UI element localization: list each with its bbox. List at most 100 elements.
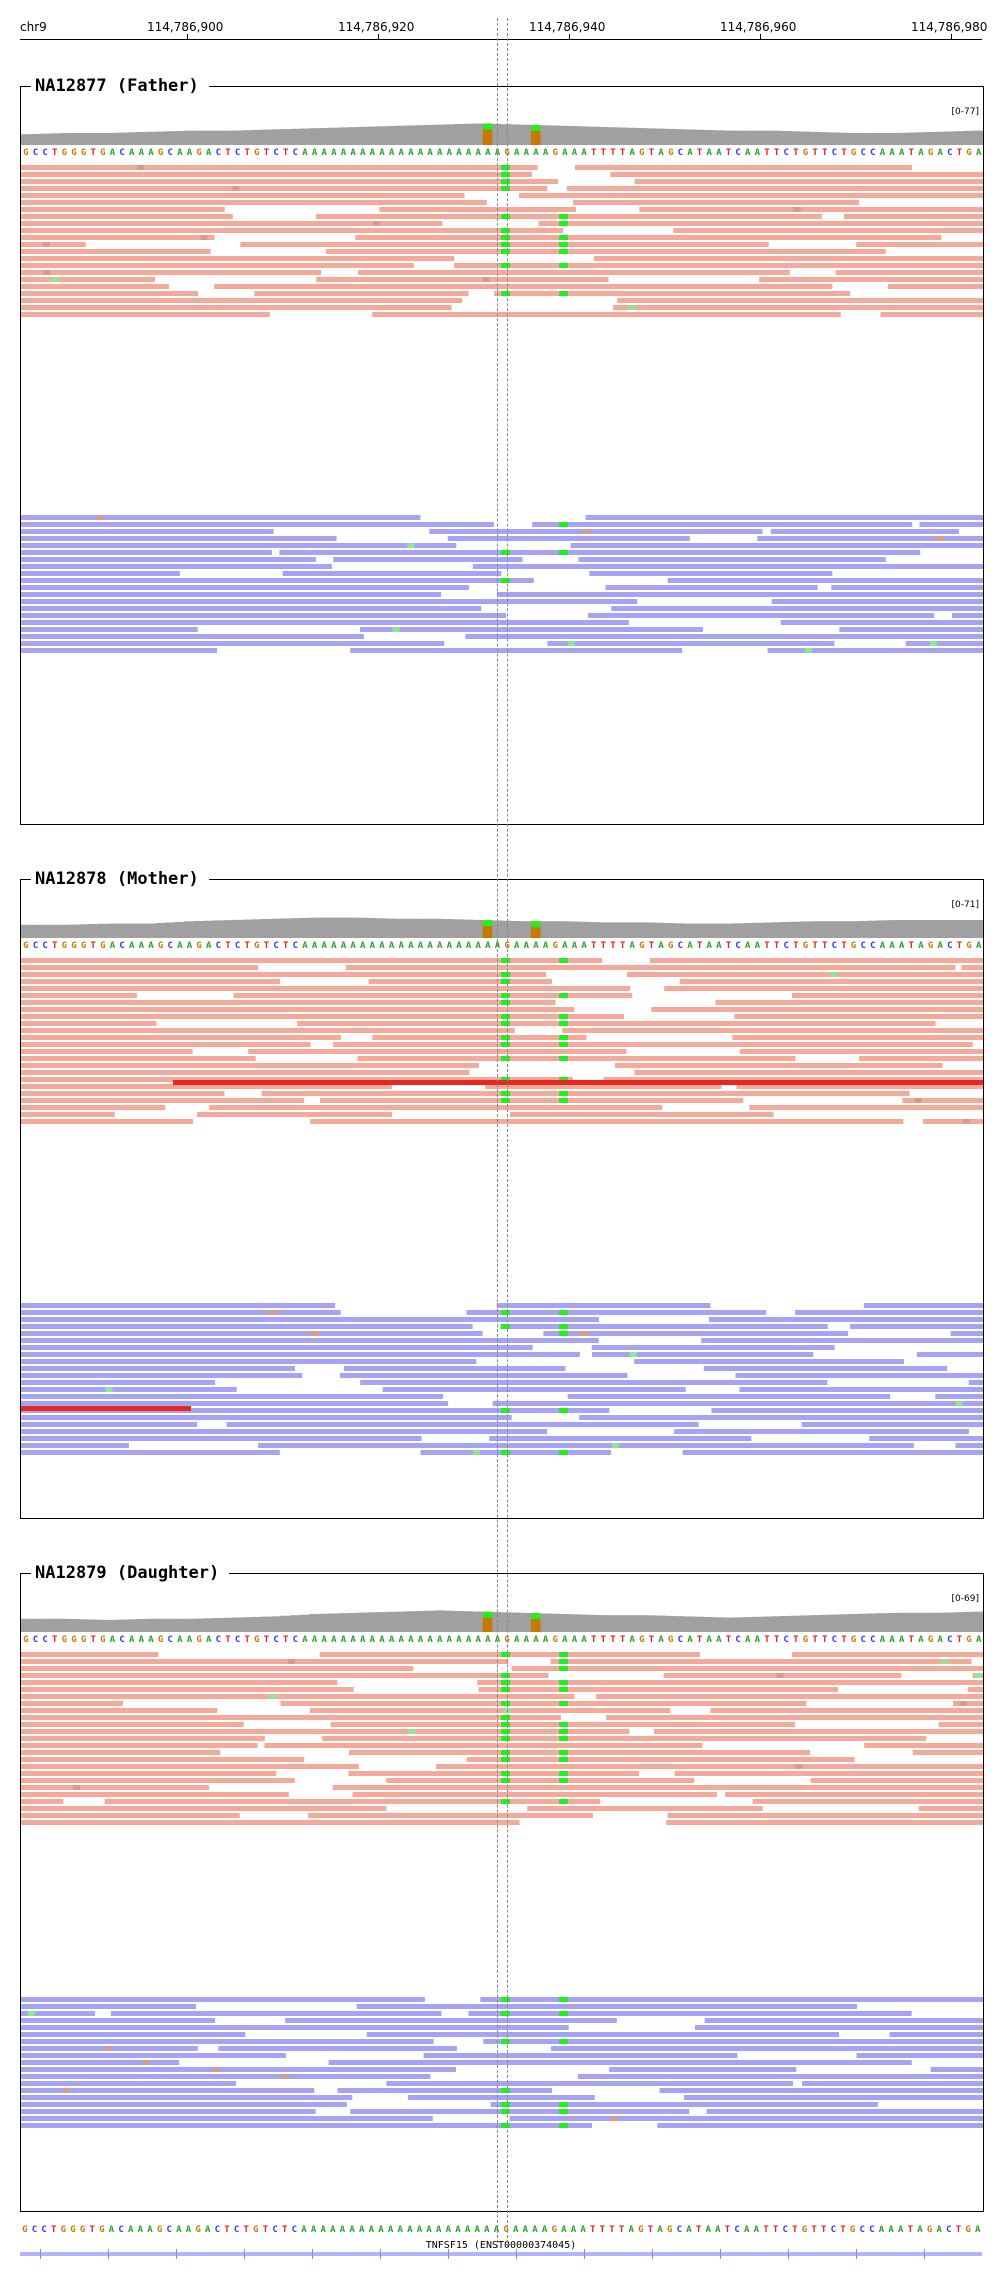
- aligned-read: [447, 536, 690, 541]
- discordant-read: [21, 1406, 191, 1411]
- base: A: [754, 148, 761, 158]
- base: A: [427, 941, 433, 951]
- mismatch-base: [559, 522, 568, 527]
- base: A: [898, 148, 905, 158]
- aligned-read: [21, 1680, 338, 1685]
- coverage-bar: [829, 1614, 839, 1632]
- base: G: [927, 941, 934, 951]
- base: T: [725, 148, 732, 158]
- alignment-reads[interactable]: [21, 165, 983, 725]
- coverage-bar: [675, 129, 686, 145]
- aligned-read: [578, 557, 886, 562]
- alignment-reads[interactable]: [21, 1652, 983, 2192]
- coverage-bar: [684, 129, 695, 145]
- mismatch-base: [559, 1014, 568, 1019]
- base: A: [744, 1635, 751, 1645]
- coverage-track[interactable]: [21, 1608, 983, 1632]
- mismatch-base: [559, 958, 568, 963]
- base: C: [830, 2225, 837, 2235]
- aligned-read: [258, 1443, 914, 1448]
- coverage-bar: [69, 924, 80, 938]
- base: A: [302, 1635, 308, 1645]
- mismatch-base: [501, 1715, 510, 1720]
- coverage-bar: [203, 130, 214, 145]
- coverage-bar: [242, 1617, 253, 1632]
- coverage-bar: [694, 923, 705, 938]
- aligned-read: [674, 1771, 983, 1776]
- coverage-bar: [655, 922, 666, 938]
- coverage-track[interactable]: [21, 121, 983, 145]
- coverage-bar: [704, 923, 714, 938]
- coverage-track[interactable]: [21, 914, 983, 938]
- base: A: [417, 148, 424, 158]
- coverage-bar: [896, 920, 907, 938]
- coverage-bar: [78, 924, 89, 938]
- aligned-read: [21, 529, 274, 534]
- base: C: [947, 1635, 953, 1645]
- coverage-bar: [906, 1612, 916, 1632]
- aligned-read: [21, 986, 631, 991]
- coverage-bar: [463, 123, 474, 145]
- ruler-tick-label: 114,786,980: [911, 20, 988, 34]
- base: C: [734, 2225, 740, 2235]
- base: A: [571, 1635, 578, 1645]
- aligned-read: [767, 648, 983, 653]
- position-ruler[interactable]: chr9 114,786,900 114,786,920 114,786,940…: [0, 0, 1000, 44]
- coverage-bar-variant: [530, 1613, 541, 1620]
- aligned-read: [611, 606, 983, 611]
- mismatch-base: [501, 291, 510, 296]
- mismatch-base: [501, 1722, 510, 1727]
- coverage-bar: [203, 920, 214, 938]
- aligned-read: [749, 1105, 983, 1110]
- base: C: [831, 941, 838, 951]
- base: A: [753, 2225, 760, 2235]
- base: A: [687, 148, 693, 158]
- aligned-read: [333, 557, 523, 562]
- aligned-read: [21, 2102, 347, 2107]
- gene-track[interactable]: TNFSF15 (ENST00000374045): [20, 2240, 982, 2270]
- base: A: [475, 941, 481, 951]
- base: T: [841, 148, 847, 158]
- panel-title: NA12879 (Daughter): [31, 1563, 230, 1583]
- base: G: [802, 1635, 809, 1645]
- base: G: [666, 2225, 673, 2235]
- mismatch-base: [501, 2109, 510, 2114]
- base: A: [658, 148, 664, 158]
- aligned-read: [233, 993, 633, 998]
- coverage-bar: [607, 1615, 618, 1632]
- mismatch-base: [501, 242, 510, 247]
- aligned-read: [360, 1380, 828, 1385]
- panel-title: NA12878 (Mother): [31, 869, 209, 889]
- aligned-read: [21, 1722, 244, 1727]
- coverage-bar: [30, 924, 41, 938]
- base: A: [716, 941, 722, 951]
- aligned-read: [21, 1373, 303, 1378]
- base: A: [417, 941, 424, 951]
- coverage-bar: [40, 133, 51, 145]
- aligned-read: [280, 1701, 807, 1706]
- gene-feature[interactable]: [20, 2252, 982, 2256]
- coverage-bar: [636, 922, 647, 938]
- aligned-read: [196, 1112, 392, 1117]
- mismatch-base: [559, 1310, 568, 1315]
- coverage-bar: [829, 921, 839, 938]
- coverage-bar: [857, 1613, 868, 1632]
- aligned-read: [372, 312, 841, 317]
- aligned-read: [570, 543, 983, 548]
- aligned-read: [368, 979, 553, 984]
- base: T: [820, 2225, 827, 2235]
- aligned-read: [339, 1373, 628, 1378]
- aligned-read: [869, 1436, 983, 1441]
- coverage-bar: [627, 922, 637, 938]
- ruler-tick: [569, 34, 570, 40]
- coverage-bar: [271, 129, 282, 145]
- base: A: [369, 1635, 376, 1645]
- alignment-reads[interactable]: [21, 958, 983, 1498]
- aligned-read: [21, 1091, 225, 1096]
- coverage-bar: [290, 128, 301, 145]
- aligned-read: [863, 1303, 983, 1308]
- aligned-read: [496, 1303, 711, 1308]
